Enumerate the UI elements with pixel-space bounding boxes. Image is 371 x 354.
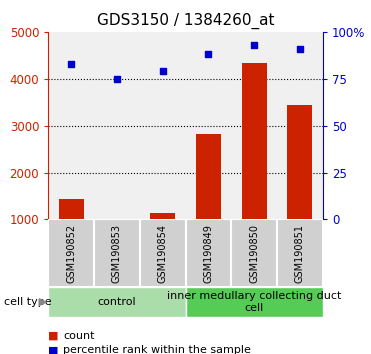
Text: count: count [63, 331, 95, 341]
Text: ■: ■ [48, 331, 59, 341]
Bar [277, 219, 323, 287]
Text: GSM190854: GSM190854 [158, 224, 168, 282]
Bar [48, 287, 186, 317]
Text: control: control [98, 297, 136, 307]
Bar [186, 219, 231, 287]
Bar [242, 63, 267, 219]
Point [68, 61, 74, 67]
Text: GSM190853: GSM190853 [112, 224, 122, 282]
Point [160, 68, 165, 74]
Title: GDS3150 / 1384260_at: GDS3150 / 1384260_at [97, 13, 274, 29]
Bar [94, 219, 140, 287]
Text: percentile rank within the sample: percentile rank within the sample [63, 345, 251, 354]
Bar [196, 134, 221, 219]
Bar [231, 219, 277, 287]
Bar [140, 219, 186, 287]
Bar [48, 219, 94, 287]
Text: GSM190852: GSM190852 [66, 223, 76, 283]
Bar [186, 287, 323, 317]
Point [251, 42, 257, 48]
Point [297, 46, 303, 52]
Text: GSM190850: GSM190850 [249, 224, 259, 282]
Bar [59, 199, 84, 219]
Bar [150, 213, 175, 219]
Point [114, 76, 120, 81]
Text: ■: ■ [48, 345, 59, 354]
Bar [287, 104, 312, 219]
Text: ▶: ▶ [39, 297, 47, 307]
Point [206, 52, 211, 57]
Text: GSM190851: GSM190851 [295, 224, 305, 282]
Text: inner medullary collecting duct
cell: inner medullary collecting duct cell [167, 291, 341, 313]
Bar [104, 218, 129, 219]
Text: GSM190849: GSM190849 [203, 224, 213, 282]
Text: cell type: cell type [4, 297, 51, 307]
